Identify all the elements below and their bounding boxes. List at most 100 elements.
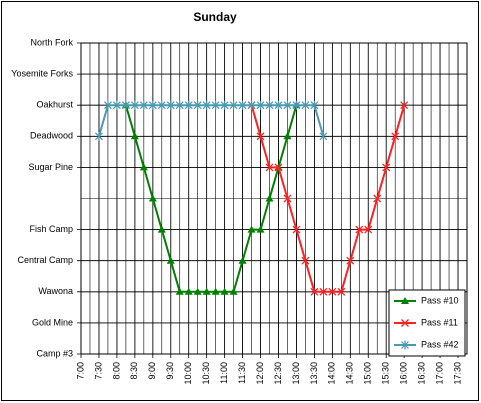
x-tick-label: 17:30 bbox=[452, 362, 462, 385]
y-tick-label: Fish Camp bbox=[29, 224, 73, 234]
y-tick-label: Central Camp bbox=[17, 255, 73, 265]
x-tick-label: 13:30 bbox=[309, 362, 319, 385]
marker bbox=[104, 100, 112, 110]
marker bbox=[148, 100, 157, 110]
plot-frame bbox=[80, 42, 468, 355]
marker bbox=[391, 132, 400, 141]
y-tick-label: Deadwood bbox=[30, 131, 73, 141]
x-tick-label: 7:00 bbox=[75, 362, 85, 380]
marker bbox=[355, 225, 364, 234]
y-tick-label: Oakhurst bbox=[36, 100, 73, 110]
marker bbox=[238, 100, 247, 110]
marker bbox=[139, 100, 148, 110]
x-tick-label: 16:30 bbox=[416, 362, 426, 385]
marker bbox=[175, 100, 184, 110]
marker bbox=[256, 132, 265, 141]
legend-label: Pass #42 bbox=[421, 339, 459, 349]
marker bbox=[265, 194, 274, 202]
marker bbox=[211, 287, 220, 295]
chart-title: Sunday bbox=[193, 10, 237, 24]
marker bbox=[202, 287, 211, 295]
marker bbox=[310, 100, 319, 110]
marker bbox=[400, 101, 409, 110]
y-tick-label: Wawona bbox=[38, 286, 73, 296]
x-tick-label: 13:00 bbox=[291, 362, 301, 385]
marker bbox=[95, 131, 103, 141]
marker bbox=[310, 287, 319, 296]
marker bbox=[166, 100, 175, 110]
marker bbox=[292, 225, 301, 234]
marker bbox=[193, 100, 202, 110]
x-tick-label: 11:30 bbox=[237, 362, 247, 384]
marker bbox=[175, 287, 184, 295]
marker bbox=[130, 100, 139, 110]
marker bbox=[274, 100, 283, 110]
marker bbox=[292, 100, 301, 110]
x-tick-label: 8:30 bbox=[129, 362, 139, 380]
marker bbox=[220, 287, 229, 295]
x-tick-label: 12:30 bbox=[273, 362, 283, 385]
legend-label: Pass #11 bbox=[421, 317, 458, 327]
marker bbox=[202, 100, 211, 110]
marker bbox=[283, 100, 292, 110]
y-tick-label: Yosemite Forks bbox=[11, 68, 73, 78]
marker bbox=[184, 287, 193, 295]
series-line bbox=[250, 104, 406, 293]
marker bbox=[328, 287, 337, 296]
marker bbox=[319, 131, 328, 141]
marker bbox=[184, 100, 193, 110]
y-tick-label: Camp #3 bbox=[36, 348, 73, 358]
x-tick-label: 10:00 bbox=[183, 362, 193, 385]
marker bbox=[193, 287, 202, 295]
x-tick-label: 14:30 bbox=[345, 362, 355, 385]
marker bbox=[229, 287, 238, 295]
marker bbox=[319, 287, 328, 296]
marker bbox=[247, 225, 256, 233]
series-line bbox=[97, 104, 325, 137]
legend-marker bbox=[401, 319, 409, 327]
series-line bbox=[124, 104, 298, 293]
x-tick-label: 15:00 bbox=[363, 362, 373, 385]
legend: Pass #10 Pass #11 Pass #42 bbox=[388, 289, 466, 357]
marker bbox=[211, 100, 220, 110]
marker bbox=[265, 163, 274, 172]
x-tick-label: 12:00 bbox=[255, 362, 265, 385]
marker bbox=[166, 256, 175, 264]
y-tick-label: Gold Mine bbox=[32, 317, 73, 327]
marker bbox=[229, 100, 238, 110]
marker bbox=[157, 100, 166, 110]
x-tick-label: 10:30 bbox=[201, 362, 211, 385]
marker bbox=[265, 100, 274, 110]
x-tick-label: 9:00 bbox=[147, 362, 157, 380]
marker bbox=[373, 194, 382, 203]
y-tick-label: North Fork bbox=[30, 37, 73, 47]
legend-marker bbox=[401, 340, 409, 350]
marker bbox=[121, 100, 130, 110]
marker bbox=[274, 163, 283, 172]
marker bbox=[247, 100, 256, 110]
x-tick-label: 14:00 bbox=[327, 362, 337, 385]
marker bbox=[256, 225, 265, 233]
x-tick-label: 17:00 bbox=[434, 362, 444, 385]
marker bbox=[283, 132, 292, 140]
legend-label: Pass #10 bbox=[421, 295, 459, 305]
marker bbox=[346, 256, 355, 265]
x-tick-label: 16:00 bbox=[399, 362, 409, 385]
marker bbox=[157, 225, 166, 233]
marker bbox=[364, 225, 373, 234]
marker bbox=[337, 287, 346, 296]
marker bbox=[130, 132, 139, 140]
marker bbox=[220, 100, 229, 110]
x-tick-label: 8:00 bbox=[111, 362, 121, 380]
marker bbox=[112, 100, 121, 110]
marker bbox=[283, 194, 292, 203]
marker bbox=[238, 256, 247, 264]
y-tick-label: Sugar Pine bbox=[28, 162, 73, 172]
legend-marker bbox=[401, 297, 409, 304]
marker bbox=[139, 163, 148, 171]
x-tick-label: 11:00 bbox=[219, 362, 229, 384]
marker bbox=[301, 100, 310, 110]
marker bbox=[301, 256, 310, 265]
